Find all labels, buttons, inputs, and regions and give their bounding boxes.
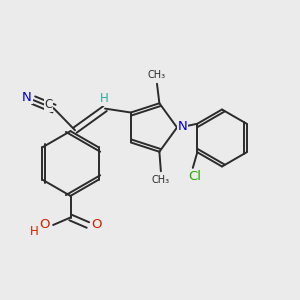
Text: O: O (39, 218, 49, 231)
Text: C: C (44, 98, 53, 111)
Text: N: N (22, 91, 32, 104)
Text: CH₃: CH₃ (152, 175, 170, 185)
Text: N: N (178, 119, 187, 133)
Text: CH₃: CH₃ (148, 70, 166, 80)
Text: H: H (100, 92, 109, 105)
Text: O: O (91, 218, 101, 231)
Text: Cl: Cl (188, 170, 201, 183)
Text: H: H (30, 225, 39, 238)
